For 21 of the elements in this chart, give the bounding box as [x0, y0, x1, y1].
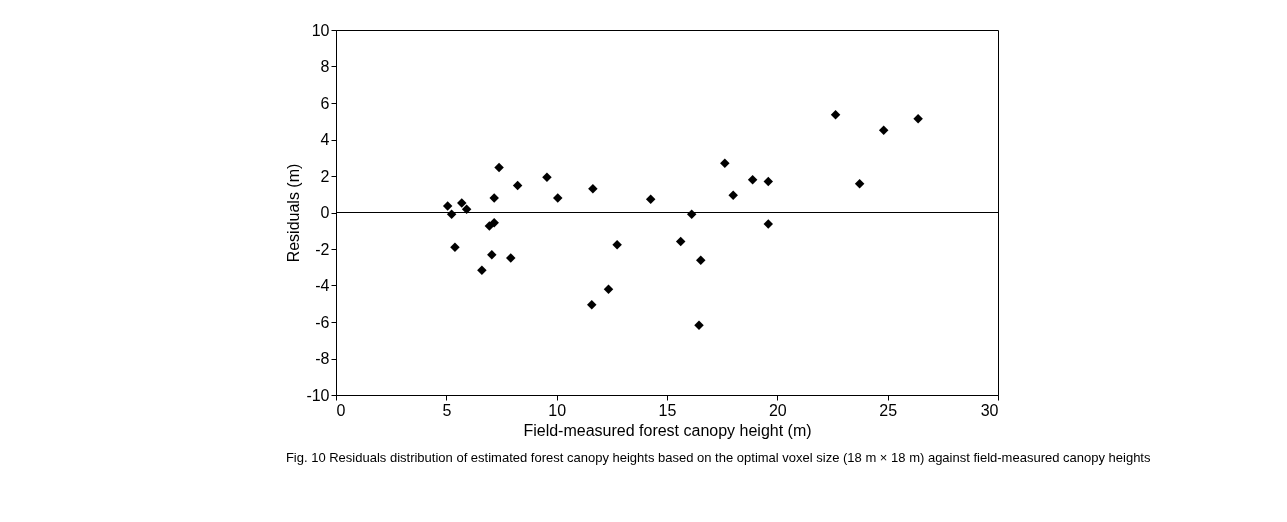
- x-tick-label: 20: [768, 401, 787, 419]
- x-tick-label: 5: [442, 401, 452, 419]
- x-tick-label: 0: [336, 401, 346, 419]
- y-tick-label: -4: [315, 277, 330, 294]
- y-tick-label: 2: [320, 167, 330, 185]
- y-tick-label: 10: [311, 21, 330, 39]
- y-tick-label: -2: [315, 240, 330, 258]
- x-tick-label: 30: [980, 401, 999, 419]
- y-tick-label: -10: [306, 386, 330, 404]
- y-tick-label: -8: [315, 350, 330, 367]
- y-tick-label: -6: [315, 313, 330, 331]
- x-axis-title: Field-measured forest canopy height (m): [523, 421, 812, 439]
- y-axis-title: Residuals (m): [285, 163, 303, 263]
- y-tick-label: 8: [320, 58, 330, 75]
- y-tick-label: 0: [320, 204, 330, 221]
- x-tick-label: 10: [548, 401, 567, 419]
- caption: Fig. 10 Residuals distribution of estimated forest canopy heights based on the optimal voxel size (18 m × 18 m) against field-measured canopy heights: [285, 450, 1151, 465]
- x-tick-label: 15: [658, 401, 677, 419]
- y-tick-label: 6: [320, 94, 330, 112]
- y-tick-label: 4: [320, 131, 330, 148]
- x-tick-label: 25: [879, 401, 898, 419]
